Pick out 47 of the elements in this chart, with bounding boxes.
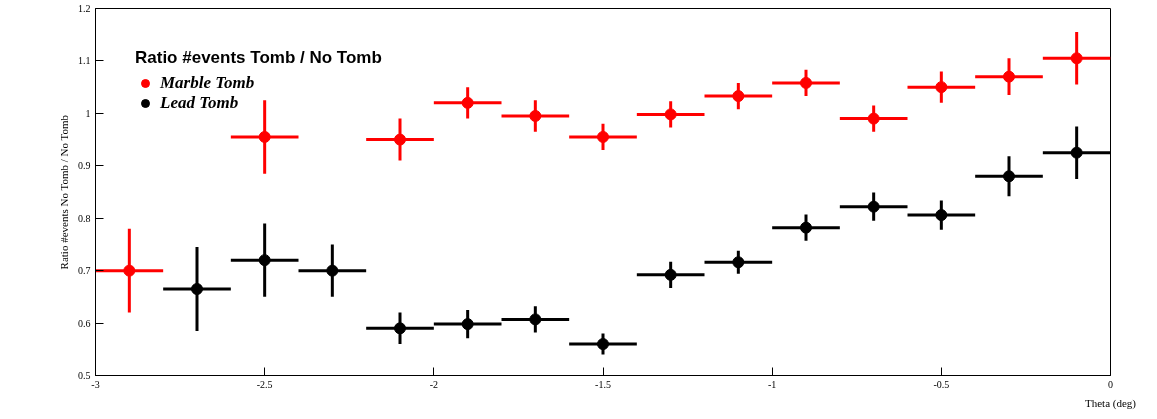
x-tick-label: -3: [91, 378, 100, 390]
point: [597, 338, 609, 351]
x-tick-label: -2.5: [256, 378, 273, 390]
x-axis-title: Theta (deg): [1085, 396, 1137, 410]
y-tick-label: 0.9: [78, 160, 91, 172]
point: [461, 318, 474, 331]
point: [123, 264, 136, 277]
point: [732, 256, 745, 269]
point: [664, 268, 677, 281]
point: [258, 254, 271, 267]
x-tick-label: -1: [768, 378, 777, 390]
point: [191, 283, 203, 295]
point: [732, 90, 745, 103]
point: [597, 130, 609, 143]
point: [935, 81, 948, 94]
point: [394, 133, 406, 146]
point: [529, 313, 542, 326]
y-tick-label: 0.7: [78, 265, 91, 277]
y-tick-label: 0.6: [78, 317, 91, 329]
point: [800, 76, 812, 89]
x-tick-label: -0.5: [933, 378, 950, 390]
point: [867, 200, 880, 213]
y-tick-label: 1.1: [78, 55, 91, 67]
legend-label: Marble Tomb: [160, 73, 255, 93]
point: [529, 109, 542, 122]
y-tick-label: 0.8: [78, 212, 91, 224]
point: [867, 112, 880, 125]
x-tick-label: -2: [429, 378, 439, 390]
x-tick-label: -1.5: [595, 378, 611, 390]
point: [1070, 146, 1083, 159]
point: [326, 264, 339, 277]
y-tick-label: 1.2: [78, 3, 91, 14]
point: [394, 322, 406, 335]
y-tick-label: 1: [85, 107, 91, 119]
x-tick-label: 0: [1108, 378, 1113, 390]
y-axis-title: Ratio #events No Tomb / No Tomb: [58, 114, 70, 270]
legend-label: Lead Tomb: [160, 93, 239, 113]
point: [1003, 70, 1015, 83]
point: [461, 96, 474, 109]
legend-title: Ratio #events Tomb / No Tomb: [135, 48, 382, 68]
point: [935, 209, 948, 222]
point: [1003, 170, 1015, 183]
point: [800, 221, 812, 234]
point: [664, 108, 677, 121]
point: [1070, 52, 1083, 65]
y-tick-label: 0.5: [78, 370, 91, 381]
point: [258, 130, 271, 143]
